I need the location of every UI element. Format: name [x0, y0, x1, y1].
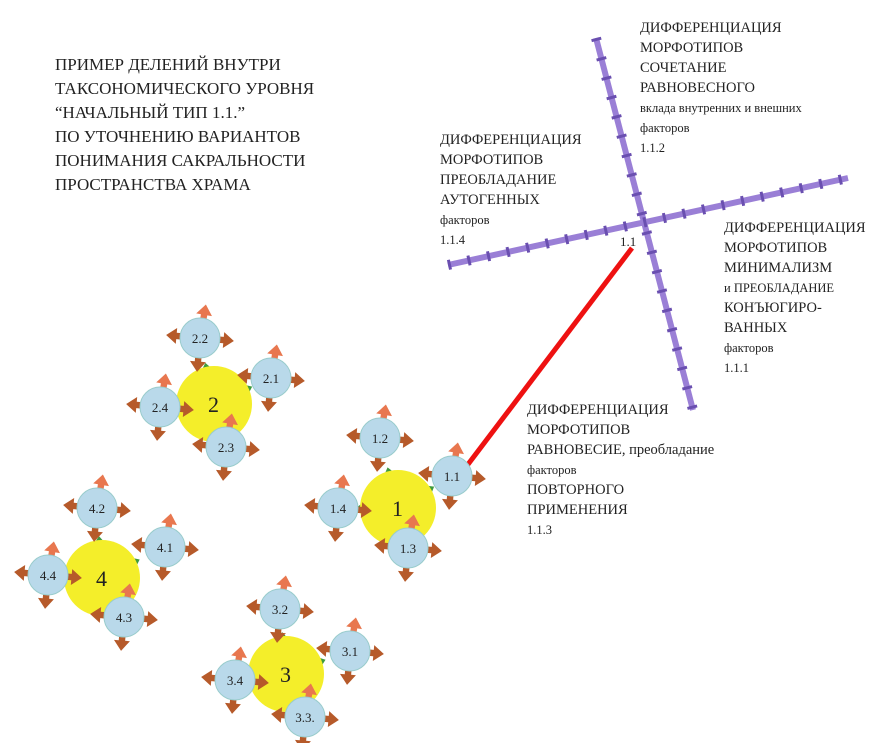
title-line: ПОНИМАНИЯ САКРАЛЬНОСТИ	[55, 151, 305, 170]
title-line: ТАКСОНОМИЧЕСКОГО УРОВНЯ	[55, 79, 314, 98]
sub-node-label: 4.4	[40, 568, 57, 583]
branch-text: факторов	[640, 121, 690, 135]
sub-node-label: 3.3.	[295, 710, 315, 725]
branch-text: ВАННЫХ	[724, 320, 788, 336]
main-node-label: 1	[392, 496, 403, 521]
branch-text: ДИФФЕРЕНЦИАЦИЯ	[640, 20, 782, 36]
branch-text: 1.1.3	[527, 523, 552, 537]
sub-node-label: 2.4	[152, 400, 169, 415]
title-line: “НАЧАЛЬНЫЙ ТИП 1.1.”	[55, 103, 245, 122]
branch-text: МОРФОТИПОВ	[640, 40, 743, 56]
title-line: ПО УТОЧНЕНИЮ ВАРИАНТОВ	[55, 127, 300, 146]
branch-text: ДИФФЕРЕНЦИАЦИЯ	[440, 132, 582, 148]
title-line: ПРИМЕР ДЕЛЕНИЙ ВНУТРИ	[55, 55, 281, 74]
branch-text: ПОВТОРНОГО	[527, 482, 624, 498]
sub-node-label: 1.2	[372, 431, 388, 446]
branch-text: КОНЪЮГИРО-	[724, 300, 822, 316]
branch-text: факторов	[724, 341, 774, 355]
sub-node-label: 1.3	[400, 541, 416, 556]
branch-text: МОРФОТИПОВ	[527, 422, 630, 438]
sub-node-label: 2.2	[192, 331, 208, 346]
sub-node-label: 4.1	[157, 540, 173, 555]
branch-text: СОЧЕТАНИЕ	[640, 60, 727, 76]
branch-text: факторов	[440, 213, 490, 227]
branch-text: 1.1.2	[640, 141, 665, 155]
sub-node-label: 3.2	[272, 602, 288, 617]
main-node-label: 3	[280, 662, 291, 687]
branch-text: ДИФФЕРЕНЦИАЦИЯ	[724, 220, 866, 236]
sub-node-label: 3.4	[227, 673, 244, 688]
sub-node-label: 4.2	[89, 501, 105, 516]
branch-text: МОРФОТИПОВ	[440, 152, 543, 168]
branch-text: ДИФФЕРЕНЦИАЦИЯ	[527, 402, 669, 418]
branch-text: АУТОГЕННЫХ	[440, 192, 540, 208]
title-line: ПРОСТРАНСТВА ХРАМА	[55, 175, 251, 194]
diagram: 1.1 ПРИМЕР ДЕЛЕНИЙ ВНУТРИ ТАКСОНОМИЧЕСКОГ…	[0, 0, 883, 743]
branch-text: 1.1.1	[724, 361, 749, 375]
main-node-label: 4	[96, 566, 107, 591]
branch-text: факторов	[527, 463, 577, 477]
sub-node-label: 1.1	[444, 469, 460, 484]
branch-text: РАВНОВЕСИЕ, преобладание	[527, 442, 714, 458]
sub-node-label: 2.3	[218, 440, 234, 455]
branch-text: РАВНОВЕСНОГО	[640, 80, 755, 96]
branch-text: вклада внутренних и внешних	[640, 101, 802, 115]
sub-node-label: 4.3	[116, 610, 132, 625]
cross-label: 1.1	[620, 234, 636, 249]
branch-text: 1.1.4	[440, 233, 466, 247]
sub-node-label: 1.4	[330, 501, 347, 516]
branch-text: ПРЕОБЛАДАНИЕ	[440, 172, 556, 188]
branch-text: МИНИМАЛИЗМ	[724, 260, 832, 276]
sub-node-label: 3.1	[342, 644, 358, 659]
main-node-label: 2	[208, 392, 219, 417]
branch-text: и ПРЕОБЛАДАНИЕ	[724, 281, 834, 295]
sub-node-label: 2.1	[263, 371, 279, 386]
branch-text: ПРИМЕНЕНИЯ	[527, 502, 628, 518]
branch-text: МОРФОТИПОВ	[724, 240, 827, 256]
